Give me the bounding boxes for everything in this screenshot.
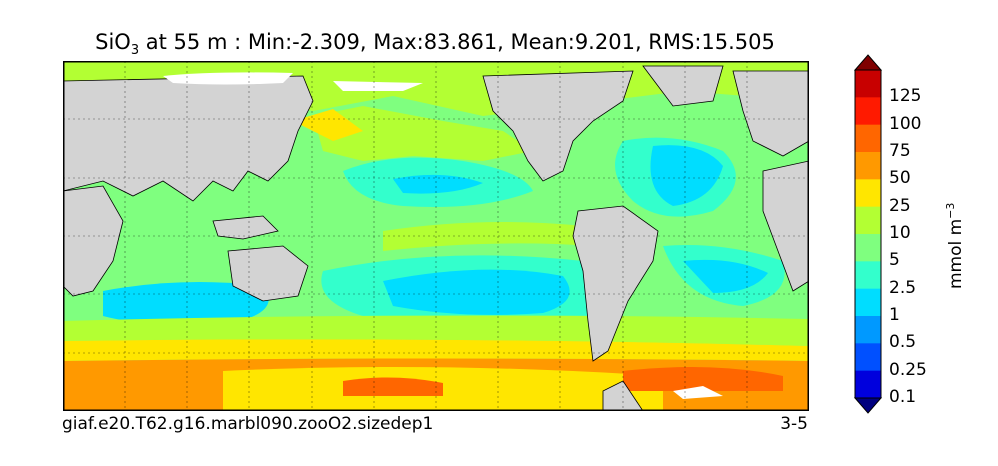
indian-low-south: [103, 282, 269, 325]
north-pacific-shelf: [293, 109, 363, 141]
years-label: 3-5: [780, 414, 808, 434]
land-west-africa: [762, 160, 809, 292]
equatorial-pacific: [383, 222, 593, 251]
sea-ice-arctic-2: [333, 81, 423, 91]
land-north-america: [482, 70, 634, 182]
land-indonesia: [212, 215, 279, 240]
colorbar-swatch: [855, 124, 881, 153]
colorbar-tick-label: 25: [889, 195, 911, 216]
sea-ice-antarctic: [673, 386, 723, 399]
colorbar-tick-label: 100: [889, 113, 922, 134]
colorbar-swatch: [855, 234, 881, 262]
colorbar-tick-label: 0.25: [889, 359, 927, 380]
colorbar-tick-label: 10: [889, 223, 911, 243]
land-south-america: [572, 205, 659, 362]
land-asia: [63, 75, 314, 202]
colorbar-extend-min: [853, 397, 883, 414]
colorbar-tick-label: 125: [889, 86, 922, 107]
plot-title: SiO3 at 55 m : Min:-2.309, Max:83.861, M…: [95, 30, 775, 59]
atlantic-low-north-core: [650, 145, 723, 206]
colorbar-tick-label: 75: [889, 141, 911, 161]
colorbar-swatch: [855, 288, 881, 317]
case-name-label: giaf.e20.T62.g16.marbl090.zooO2.sizedep1: [62, 414, 434, 434]
colorbar-unit-label: mmol m−3: [944, 202, 966, 290]
pacific-low-north-core: [393, 174, 483, 194]
map-panel: [63, 61, 809, 411]
atlantic-low-south-core: [683, 259, 768, 293]
colorbar-swatch: [855, 70, 881, 98]
colorbar-swatch: [855, 316, 881, 344]
colorbar-tick-label: 1: [889, 305, 900, 325]
colorbar-swatch: [855, 152, 881, 180]
land-greenland: [642, 65, 724, 107]
sea-ice-arctic-1: [163, 72, 293, 85]
colorbar-tick-label: 0.5: [889, 332, 917, 353]
colorbar: [853, 54, 883, 414]
weddell-high: [623, 367, 783, 391]
colorbar-tick-label: 5: [889, 250, 900, 271]
colorbar-swatch: [855, 370, 881, 399]
graticule: [63, 61, 809, 411]
colorbar-swatch: [855, 261, 881, 290]
colorbar-tick-label: 0.1: [889, 387, 917, 407]
southern-band-1: [63, 315, 809, 346]
north-pacific-band: [313, 106, 533, 161]
colorbar-tick-label: 2.5: [889, 277, 917, 298]
colorbar-tick-label: 50: [889, 168, 911, 189]
colorbar-swatch: [855, 179, 881, 208]
ross-high: [343, 377, 443, 396]
colorbar-swatch: [855, 343, 881, 372]
land-europe: [732, 70, 809, 157]
colorbar-swatch: [855, 206, 881, 235]
southern-band-2: [63, 339, 809, 361]
colorbar-swatch: [855, 97, 881, 126]
pacific-low-south-core: [383, 269, 570, 315]
land-africa: [63, 185, 124, 297]
land-australia: [227, 245, 309, 302]
colorbar-extend-max: [853, 54, 883, 71]
